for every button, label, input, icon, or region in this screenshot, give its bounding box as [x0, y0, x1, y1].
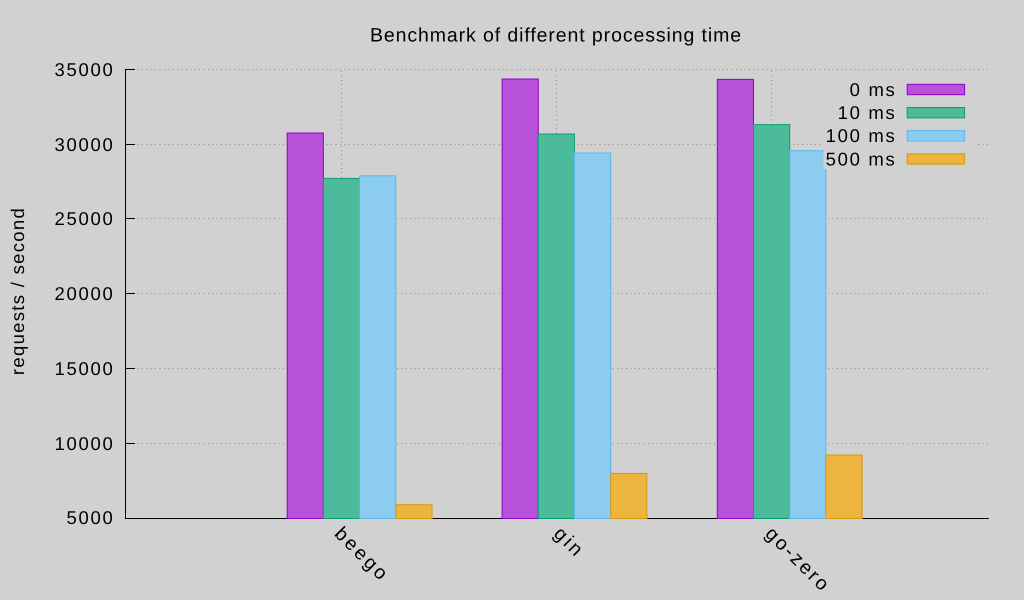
svg-text:15000: 15000 — [55, 358, 115, 379]
svg-text:20000: 20000 — [55, 283, 115, 304]
svg-text:Benchmark of different process: Benchmark of different processing time — [370, 25, 742, 47]
svg-text:100 ms: 100 ms — [826, 125, 897, 146]
svg-text:requests / second: requests / second — [7, 207, 28, 375]
svg-text:500 ms: 500 ms — [826, 148, 897, 169]
svg-text:10 ms: 10 ms — [838, 102, 897, 123]
svg-text:30000: 30000 — [55, 134, 115, 155]
svg-text:10000: 10000 — [55, 433, 115, 454]
svg-text:5000: 5000 — [67, 507, 115, 528]
svg-text:25000: 25000 — [55, 208, 115, 229]
svg-text:0 ms: 0 ms — [850, 79, 897, 100]
svg-text:35000: 35000 — [55, 59, 115, 80]
